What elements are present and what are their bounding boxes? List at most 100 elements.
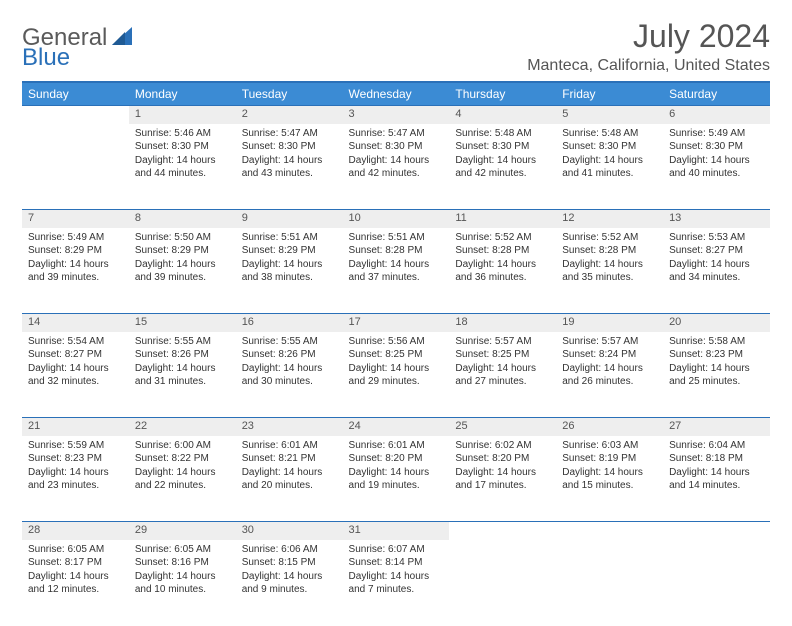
day-number-row: 21222324252627	[22, 418, 770, 436]
daylight-text: Daylight: 14 hours and 27 minutes.	[455, 362, 550, 389]
daylight-text: Daylight: 14 hours and 17 minutes.	[455, 466, 550, 493]
day-number-cell: 17	[343, 314, 450, 332]
day-content-cell: Sunrise: 6:04 AMSunset: 8:18 PMDaylight:…	[663, 436, 770, 522]
day-number-cell: 6	[663, 106, 770, 124]
day-content-cell: Sunrise: 5:52 AMSunset: 8:28 PMDaylight:…	[449, 228, 556, 314]
day-number-row: 123456	[22, 106, 770, 124]
day-number-cell: 7	[22, 210, 129, 228]
day-content-cell: Sunrise: 6:05 AMSunset: 8:17 PMDaylight:…	[22, 540, 129, 626]
sunrise-text: Sunrise: 5:57 AM	[455, 335, 550, 349]
sunset-text: Sunset: 8:23 PM	[28, 452, 123, 466]
day-number-cell: 3	[343, 106, 450, 124]
day-number-cell: 20	[663, 314, 770, 332]
day-number-cell: 31	[343, 522, 450, 540]
day-number-cell	[556, 522, 663, 540]
sunrise-text: Sunrise: 6:05 AM	[135, 543, 230, 557]
day-content-cell: Sunrise: 5:51 AMSunset: 8:29 PMDaylight:…	[236, 228, 343, 314]
title-block: July 2024 Manteca, California, United St…	[527, 18, 770, 75]
sunset-text: Sunset: 8:29 PM	[28, 244, 123, 258]
sunset-text: Sunset: 8:19 PM	[562, 452, 657, 466]
sunrise-text: Sunrise: 5:55 AM	[135, 335, 230, 349]
sunrise-text: Sunrise: 5:56 AM	[349, 335, 444, 349]
day-content-cell: Sunrise: 6:01 AMSunset: 8:21 PMDaylight:…	[236, 436, 343, 522]
daylight-text: Daylight: 14 hours and 42 minutes.	[349, 154, 444, 181]
day-content-cell: Sunrise: 5:55 AMSunset: 8:26 PMDaylight:…	[236, 332, 343, 418]
day-number-cell: 28	[22, 522, 129, 540]
sunrise-text: Sunrise: 6:01 AM	[349, 439, 444, 453]
day-content-cell: Sunrise: 5:53 AMSunset: 8:27 PMDaylight:…	[663, 228, 770, 314]
sunrise-text: Sunrise: 5:53 AM	[669, 231, 764, 245]
sunset-text: Sunset: 8:21 PM	[242, 452, 337, 466]
daylight-text: Daylight: 14 hours and 44 minutes.	[135, 154, 230, 181]
sunset-text: Sunset: 8:29 PM	[242, 244, 337, 258]
daylight-text: Daylight: 14 hours and 39 minutes.	[28, 258, 123, 285]
daylight-text: Daylight: 14 hours and 38 minutes.	[242, 258, 337, 285]
daylight-text: Daylight: 14 hours and 14 minutes.	[669, 466, 764, 493]
day-content-cell: Sunrise: 5:51 AMSunset: 8:28 PMDaylight:…	[343, 228, 450, 314]
day-content-row: Sunrise: 5:46 AMSunset: 8:30 PMDaylight:…	[22, 124, 770, 210]
day-content-cell	[556, 540, 663, 626]
day-content-row: Sunrise: 6:05 AMSunset: 8:17 PMDaylight:…	[22, 540, 770, 626]
day-content-cell: Sunrise: 6:07 AMSunset: 8:14 PMDaylight:…	[343, 540, 450, 626]
sunrise-text: Sunrise: 5:48 AM	[455, 127, 550, 141]
day-content-cell: Sunrise: 5:50 AMSunset: 8:29 PMDaylight:…	[129, 228, 236, 314]
sunset-text: Sunset: 8:28 PM	[455, 244, 550, 258]
sunset-text: Sunset: 8:25 PM	[349, 348, 444, 362]
sunrise-text: Sunrise: 6:07 AM	[349, 543, 444, 557]
sunset-text: Sunset: 8:30 PM	[455, 140, 550, 154]
daylight-text: Daylight: 14 hours and 26 minutes.	[562, 362, 657, 389]
day-number-cell: 26	[556, 418, 663, 436]
day-number-cell: 8	[129, 210, 236, 228]
daylight-text: Daylight: 14 hours and 41 minutes.	[562, 154, 657, 181]
day-content-cell: Sunrise: 5:54 AMSunset: 8:27 PMDaylight:…	[22, 332, 129, 418]
daylight-text: Daylight: 14 hours and 37 minutes.	[349, 258, 444, 285]
sunrise-text: Sunrise: 6:00 AM	[135, 439, 230, 453]
day-number-row: 78910111213	[22, 210, 770, 228]
sunrise-text: Sunrise: 5:46 AM	[135, 127, 230, 141]
day-number-cell: 24	[343, 418, 450, 436]
day-number-cell: 25	[449, 418, 556, 436]
day-number-cell	[449, 522, 556, 540]
day-number-row: 14151617181920	[22, 314, 770, 332]
sunset-text: Sunset: 8:30 PM	[242, 140, 337, 154]
sunset-text: Sunset: 8:30 PM	[349, 140, 444, 154]
sunset-text: Sunset: 8:30 PM	[669, 140, 764, 154]
sunrise-text: Sunrise: 5:47 AM	[349, 127, 444, 141]
sunrise-text: Sunrise: 6:05 AM	[28, 543, 123, 557]
day-content-cell: Sunrise: 6:03 AMSunset: 8:19 PMDaylight:…	[556, 436, 663, 522]
sunset-text: Sunset: 8:27 PM	[28, 348, 123, 362]
sunrise-text: Sunrise: 5:48 AM	[562, 127, 657, 141]
sunrise-text: Sunrise: 5:58 AM	[669, 335, 764, 349]
day-number-cell: 22	[129, 418, 236, 436]
location-text: Manteca, California, United States	[527, 57, 770, 75]
day-number-cell: 29	[129, 522, 236, 540]
day-content-cell: Sunrise: 5:58 AMSunset: 8:23 PMDaylight:…	[663, 332, 770, 418]
day-number-cell	[22, 106, 129, 124]
sunrise-text: Sunrise: 6:02 AM	[455, 439, 550, 453]
sunset-text: Sunset: 8:30 PM	[562, 140, 657, 154]
day-content-row: Sunrise: 5:49 AMSunset: 8:29 PMDaylight:…	[22, 228, 770, 314]
day-content-cell: Sunrise: 5:57 AMSunset: 8:25 PMDaylight:…	[449, 332, 556, 418]
sunrise-text: Sunrise: 5:47 AM	[242, 127, 337, 141]
sunset-text: Sunset: 8:23 PM	[669, 348, 764, 362]
sunrise-text: Sunrise: 6:04 AM	[669, 439, 764, 453]
calendar-table: Sunday Monday Tuesday Wednesday Thursday…	[22, 81, 770, 626]
day-content-cell: Sunrise: 6:00 AMSunset: 8:22 PMDaylight:…	[129, 436, 236, 522]
daylight-text: Daylight: 14 hours and 35 minutes.	[562, 258, 657, 285]
day-content-cell	[449, 540, 556, 626]
day-content-cell	[22, 124, 129, 210]
day-number-cell: 18	[449, 314, 556, 332]
day-content-cell: Sunrise: 5:49 AMSunset: 8:29 PMDaylight:…	[22, 228, 129, 314]
sunrise-text: Sunrise: 6:06 AM	[242, 543, 337, 557]
daylight-text: Daylight: 14 hours and 23 minutes.	[28, 466, 123, 493]
day-content-row: Sunrise: 5:54 AMSunset: 8:27 PMDaylight:…	[22, 332, 770, 418]
weekday-header: Wednesday	[343, 82, 450, 106]
day-content-cell: Sunrise: 6:05 AMSunset: 8:16 PMDaylight:…	[129, 540, 236, 626]
daylight-text: Daylight: 14 hours and 15 minutes.	[562, 466, 657, 493]
day-content-row: Sunrise: 5:59 AMSunset: 8:23 PMDaylight:…	[22, 436, 770, 522]
weekday-header: Friday	[556, 82, 663, 106]
day-content-cell: Sunrise: 5:49 AMSunset: 8:30 PMDaylight:…	[663, 124, 770, 210]
sunrise-text: Sunrise: 5:52 AM	[455, 231, 550, 245]
sunrise-text: Sunrise: 5:50 AM	[135, 231, 230, 245]
daylight-text: Daylight: 14 hours and 19 minutes.	[349, 466, 444, 493]
